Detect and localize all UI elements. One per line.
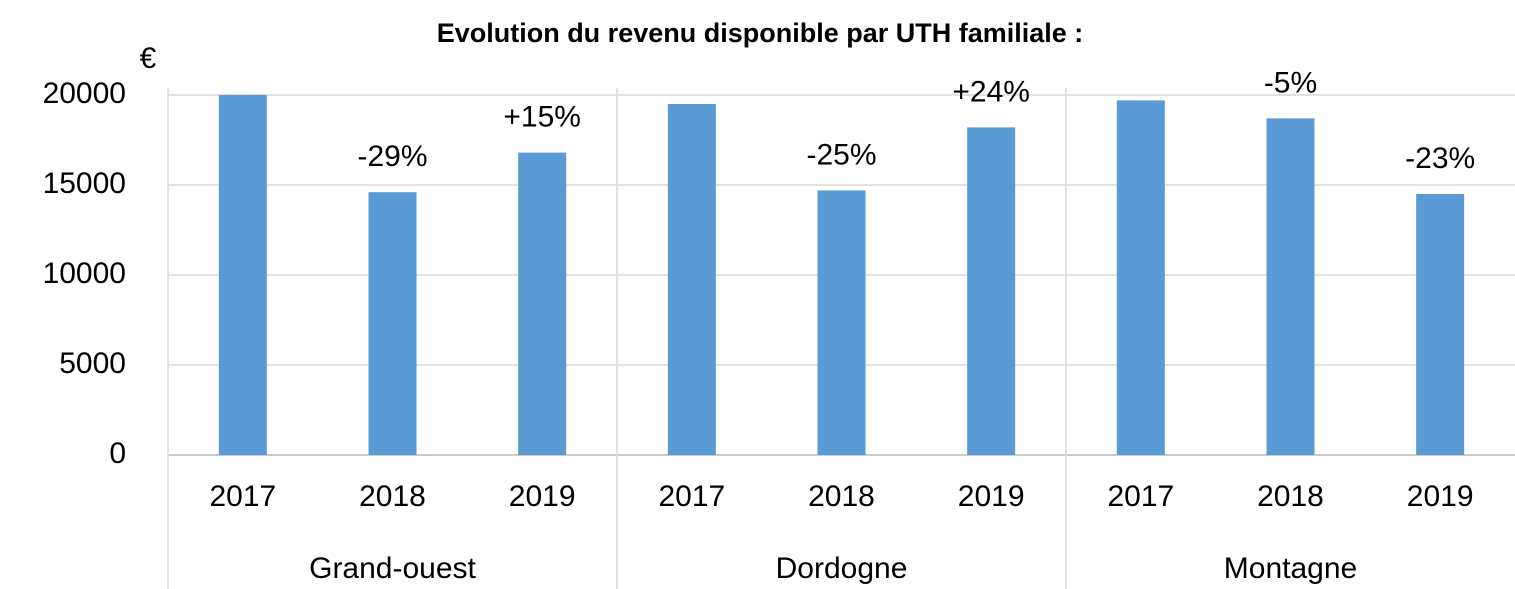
y-tick-label: 0 (109, 437, 126, 470)
bar (817, 190, 866, 455)
annotation: -29% (357, 140, 427, 173)
group-label: Montagne (1224, 552, 1357, 585)
y-tick-label: 10000 (43, 257, 126, 290)
bar (518, 152, 567, 455)
x-tick-label: 2019 (958, 480, 1025, 513)
x-tick-label: 2018 (359, 480, 426, 513)
y-tick-label: 15000 (43, 167, 126, 200)
y-tick-label: 20000 (43, 77, 126, 110)
annotation: -25% (806, 138, 876, 171)
group-label: Grand-ouest (309, 552, 476, 585)
bar (1416, 194, 1465, 455)
bar (967, 127, 1016, 456)
group-label: Dordogne (776, 552, 908, 585)
annotation: -23% (1405, 142, 1475, 175)
bar (368, 192, 417, 455)
bar (218, 95, 267, 455)
y-tick-label: 5000 (59, 347, 126, 380)
bar (667, 104, 716, 455)
x-tick-label: 2017 (209, 480, 276, 513)
x-tick-label: 2019 (509, 480, 576, 513)
bar (1266, 118, 1315, 456)
x-tick-label: 2019 (1407, 480, 1474, 513)
bar (1116, 100, 1165, 456)
chart-title: Evolution du revenu disponible par UTH f… (437, 18, 1084, 48)
x-tick-label: 2017 (1107, 480, 1174, 513)
x-tick-label: 2018 (808, 480, 875, 513)
x-tick-label: 2018 (1257, 480, 1324, 513)
annotation: +15% (503, 101, 581, 134)
annotation: -5% (1264, 66, 1317, 99)
x-tick-label: 2017 (658, 480, 725, 513)
y-axis-label: € (140, 42, 157, 75)
annotation: +24% (952, 75, 1030, 108)
